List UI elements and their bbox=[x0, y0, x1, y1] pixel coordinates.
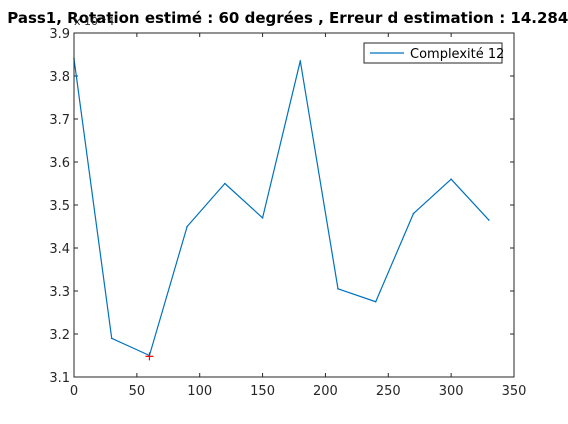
y-tick-label: 3.1 bbox=[49, 371, 70, 386]
legend-box bbox=[363, 42, 503, 64]
y-tick-label: 3.7 bbox=[49, 113, 70, 128]
axes-frame bbox=[73, 32, 515, 378]
y-tick-label: 3.6 bbox=[49, 156, 70, 171]
axis-ticks: 0 50 100 150 200 250 300 350 3.1 3.2 3.3 3.4 3.5 3.6 3… bbox=[49, 15, 526, 399]
y-tick-label: 3.4 bbox=[49, 242, 70, 257]
x-tick-label: 50 bbox=[129, 384, 146, 399]
data-point bbox=[488, 219, 490, 221]
data-point bbox=[186, 225, 188, 228]
chart-title: Pass1, Rotation estimé : 60 degrées , Er… bbox=[7, 9, 568, 27]
y-tick-label: 3.3 bbox=[49, 285, 70, 300]
x-tick-label: 200 bbox=[313, 384, 338, 399]
estimate-marker bbox=[145, 352, 154, 361]
x-tick-label: 300 bbox=[439, 384, 464, 399]
data-point bbox=[299, 60, 302, 62]
data-point bbox=[224, 182, 226, 185]
data-point bbox=[450, 178, 452, 180]
legend-label: Complexité 12 bbox=[410, 47, 504, 62]
legend: Complexité 12 bbox=[363, 42, 504, 64]
x-tick-label: 350 bbox=[502, 384, 527, 399]
axes-lines bbox=[73, 32, 515, 378]
y-tick-label: 3.8 bbox=[49, 70, 70, 85]
y-tick-label: 3.5 bbox=[49, 199, 70, 214]
data-point bbox=[337, 288, 339, 290]
x-tick-label: 100 bbox=[187, 384, 212, 399]
x-tick-label: 250 bbox=[376, 384, 401, 399]
x-tick-label: 150 bbox=[250, 384, 275, 399]
x-tick-label: 0 bbox=[70, 384, 78, 399]
y-exponent-label: x 10^4 bbox=[74, 15, 114, 28]
plot-area bbox=[74, 33, 514, 377]
data-point bbox=[261, 217, 264, 219]
y-tick-label: 3.9 bbox=[49, 27, 70, 42]
data-point bbox=[374, 300, 377, 303]
data-point bbox=[110, 337, 113, 340]
series-line bbox=[73, 58, 490, 357]
y-tick-label: 3.2 bbox=[49, 328, 70, 343]
data-point bbox=[412, 212, 415, 215]
marker-layer bbox=[145, 352, 154, 361]
